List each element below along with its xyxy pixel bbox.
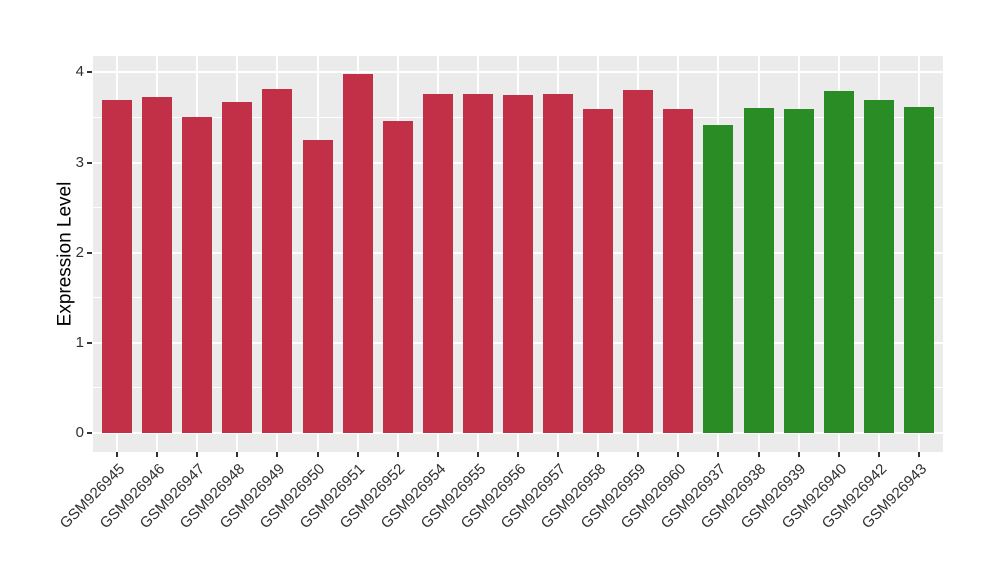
bar: [583, 108, 614, 433]
bar: [142, 96, 173, 433]
bar: [102, 99, 133, 433]
y-tick-label: 0: [75, 423, 84, 441]
bar: [623, 89, 654, 433]
bar: [783, 109, 814, 433]
bar: [262, 88, 293, 433]
x-tick-mark: [597, 452, 600, 457]
x-tick-mark: [156, 452, 159, 457]
x-tick-mark: [757, 452, 760, 457]
bar: [823, 90, 854, 433]
y-tick-mark: [87, 71, 92, 74]
x-tick-mark: [116, 452, 119, 457]
x-tick-mark: [276, 452, 279, 457]
x-tick-mark: [436, 452, 439, 457]
bar: [663, 109, 694, 433]
y-tick-mark: [87, 431, 92, 434]
x-tick-mark: [396, 452, 399, 457]
x-tick-mark: [637, 452, 640, 457]
bar: [903, 106, 934, 433]
y-tick-label: 2: [75, 243, 84, 261]
x-tick-mark: [677, 452, 680, 457]
y-tick-label: 1: [75, 333, 84, 351]
plot-panel: [93, 56, 943, 452]
x-tick-mark: [797, 452, 800, 457]
bar: [302, 140, 333, 433]
x-tick-mark: [877, 452, 880, 457]
x-tick-mark: [476, 452, 479, 457]
y-tick-mark: [87, 341, 92, 344]
bar: [422, 94, 453, 433]
x-tick-mark: [517, 452, 519, 457]
bar: [182, 116, 213, 433]
bar: [222, 102, 253, 433]
x-tick-mark: [356, 452, 359, 457]
x-tick-mark: [717, 452, 720, 457]
bar: [342, 74, 373, 433]
x-tick-mark: [196, 452, 199, 457]
x-tick-mark: [236, 452, 239, 457]
y-tick-label: 4: [75, 63, 84, 81]
x-tick-mark: [917, 452, 920, 457]
x-tick-mark: [837, 452, 840, 457]
bar: [743, 107, 774, 433]
bar: [462, 94, 493, 433]
y-tick-label: 3: [75, 153, 84, 171]
bar: [382, 121, 413, 433]
x-tick-mark: [557, 452, 560, 457]
y-tick-mark: [87, 161, 92, 164]
y-tick-mark: [87, 251, 92, 254]
bar: [503, 95, 533, 433]
bar: [863, 100, 894, 433]
bar: [543, 94, 574, 433]
x-tick-mark: [316, 452, 319, 457]
bar: [703, 124, 734, 433]
